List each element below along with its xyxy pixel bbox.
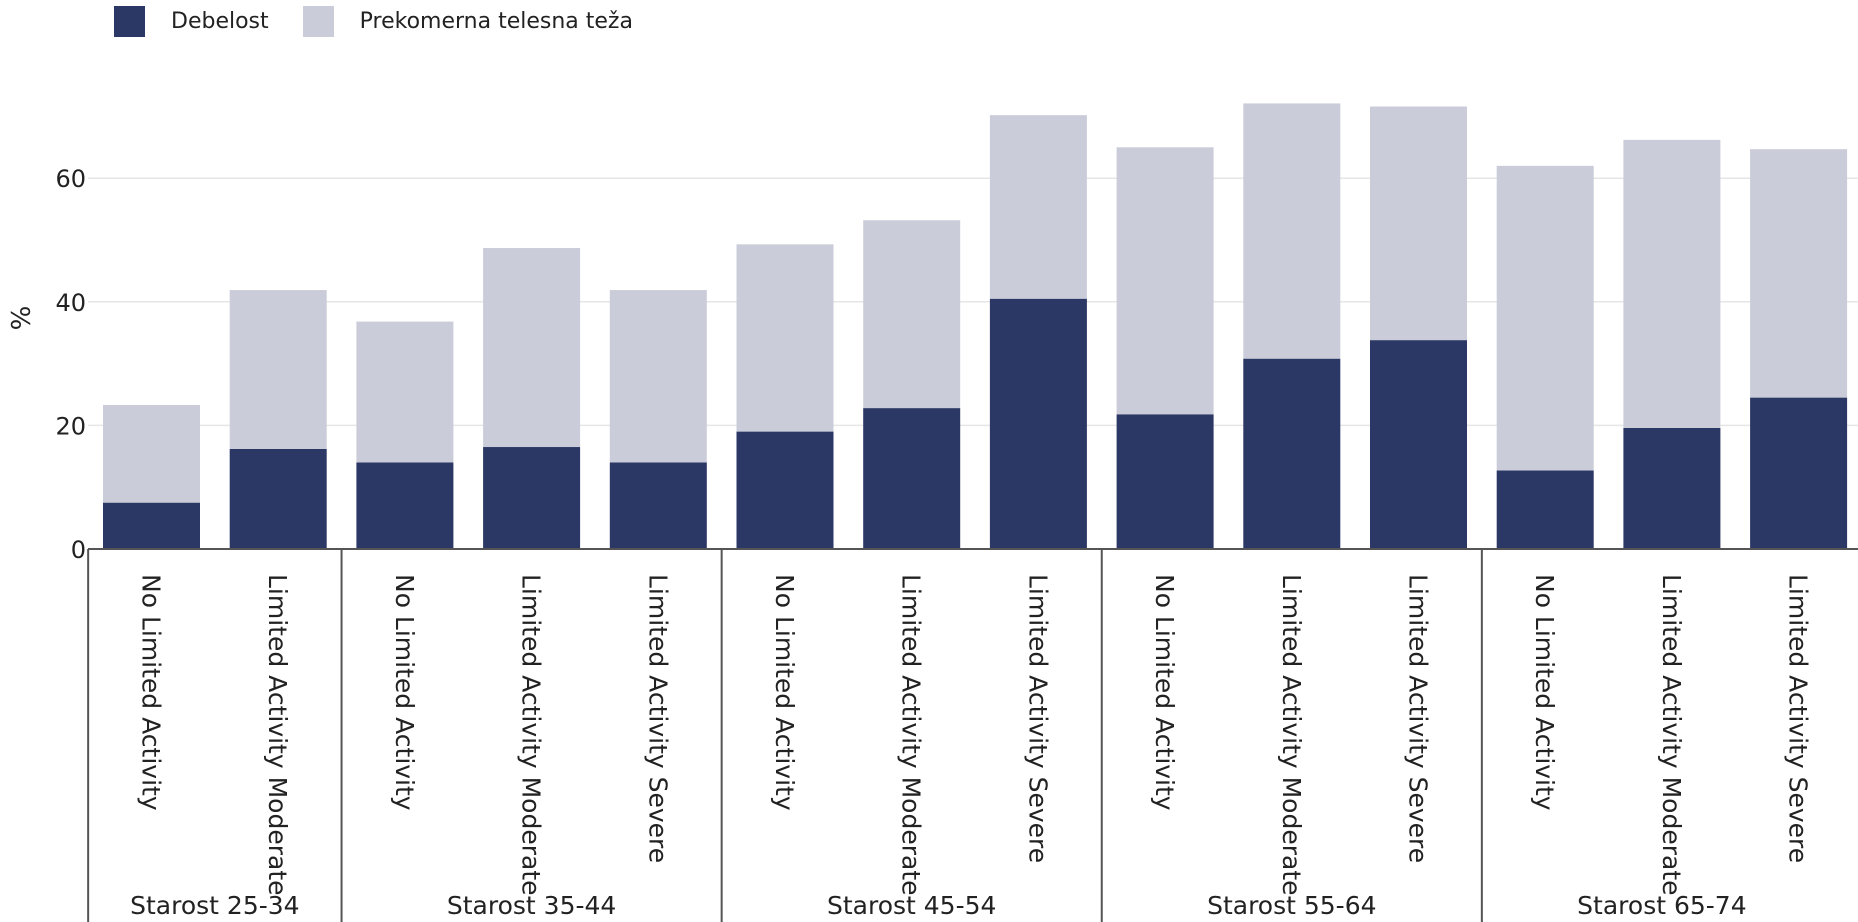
bar-debelost [1243,358,1341,549]
x-category-label: Limited Activity Moderate [1657,574,1686,896]
y-tick-label: 20 [55,412,86,440]
x-group-label: Starost 65-74 [1577,891,1746,920]
legend-item-prekomerna[interactable]: Prekomerna telesna teža [302,6,633,37]
bar-debelost [736,431,834,549]
bar-debelost [1750,397,1848,549]
bar-prekomerna [1623,139,1721,428]
x-category-label: Limited Activity Severe [1023,574,1052,863]
bar-prekomerna [863,220,961,409]
bar-prekomerna [1496,165,1594,471]
bar-debelost [103,502,200,549]
bar-prekomerna [736,244,834,432]
legend-swatch-debelost [114,6,145,37]
x-category-label: No Limited Activity [1150,574,1179,811]
bar-debelost [1116,414,1214,549]
legend-item-debelost[interactable]: Debelost [114,6,269,37]
bar-debelost [229,448,327,549]
y-tick-label: 40 [55,289,86,317]
bar-debelost [1370,340,1467,549]
bar-prekomerna [103,405,200,503]
x-category-label: No Limited Activity [770,574,799,811]
legend-label-debelost: Debelost [171,9,269,34]
x-category-label: No Limited Activity [137,574,166,811]
bar-prekomerna [989,115,1087,299]
bar-prekomerna [356,321,454,463]
bar-prekomerna [1243,103,1341,359]
x-group-label: Starost 35-44 [447,891,616,920]
bar-prekomerna [483,248,581,448]
y-tick-label: 0 [71,536,86,564]
x-category-label: No Limited Activity [390,574,419,811]
bar-debelost [1496,470,1594,549]
bar-debelost [989,298,1087,549]
bar-debelost [863,408,961,549]
bar-prekomerna [1116,147,1214,415]
bar-debelost [1623,427,1721,549]
y-tick-label: 60 [55,165,86,193]
x-category-label: Limited Activity Severe [1784,574,1813,863]
legend-swatch-prekomerna [302,6,334,37]
x-category-label: Limited Activity Severe [643,574,672,863]
x-category-label: Limited Activity Moderate [897,574,926,896]
x-category-label: Limited Activity Moderate [517,574,546,896]
bar-prekomerna [609,290,707,463]
x-category-label: Limited Activity Moderate [1277,574,1306,896]
bar-debelost [356,462,454,549]
legend-label-prekomerna: Prekomerna telesna teža [359,9,633,34]
y-axis-title: % [7,306,37,331]
x-group-label: Starost 45-54 [827,891,996,920]
bar-debelost [609,462,707,549]
bar-prekomerna [1370,106,1467,341]
x-category-label: No Limited Activity [1530,574,1559,811]
x-category-label: Limited Activity Severe [1404,574,1433,863]
x-group-label: Starost 55-64 [1207,891,1376,920]
bar-prekomerna [1750,149,1848,398]
bar-prekomerna [229,290,327,449]
legend: Debelost Prekomerna telesna teža [114,6,667,37]
bar-debelost [483,447,581,549]
x-group-label: Starost 25-34 [130,891,299,920]
x-category-label: Limited Activity Moderate [263,574,292,896]
